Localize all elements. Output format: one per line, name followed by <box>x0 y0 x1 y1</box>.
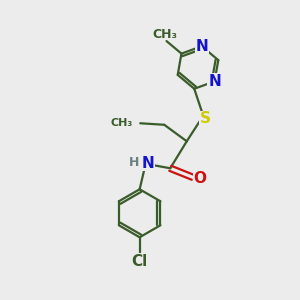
Text: S: S <box>200 111 211 126</box>
Text: O: O <box>194 171 207 186</box>
Text: N: N <box>208 74 221 89</box>
Text: CH₃: CH₃ <box>152 28 178 41</box>
Text: Cl: Cl <box>131 254 148 269</box>
Text: N: N <box>142 156 154 171</box>
Text: H: H <box>129 156 139 169</box>
Text: CH₃: CH₃ <box>110 118 133 128</box>
Text: N: N <box>195 39 208 54</box>
